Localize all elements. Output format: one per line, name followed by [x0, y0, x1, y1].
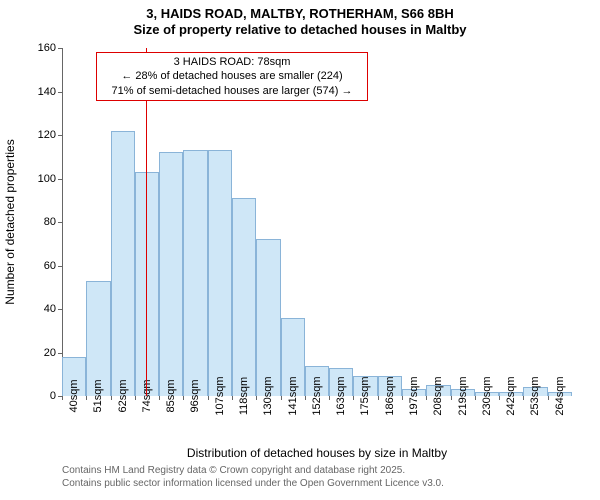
- x-tick-label: 96sqm: [183, 379, 201, 412]
- x-tick-label: 219sqm: [451, 376, 469, 415]
- histogram-bar: [159, 152, 183, 396]
- attribution-line-2: Contains public sector information licen…: [62, 477, 444, 490]
- x-tick-label: 141sqm: [281, 376, 299, 415]
- x-tick-label: 186sqm: [378, 376, 396, 415]
- callout-line-3: 71% of semi-detached houses are larger (…: [102, 84, 362, 98]
- x-tick-label: 51sqm: [86, 379, 104, 412]
- x-tick-label: 253sqm: [523, 376, 541, 415]
- x-tick-label: 152sqm: [305, 376, 323, 415]
- y-axis-label: Number of detached properties: [3, 139, 17, 304]
- attribution: Contains HM Land Registry data © Crown c…: [62, 464, 444, 490]
- attribution-line-1: Contains HM Land Registry data © Crown c…: [62, 464, 444, 477]
- x-tick-label: 242sqm: [499, 376, 517, 415]
- histogram-bar: [232, 198, 256, 396]
- x-tick-label: 197sqm: [402, 376, 420, 415]
- chart-container: 3, HAIDS ROAD, MALTBY, ROTHERHAM, S66 8B…: [0, 0, 600, 500]
- x-tick-label: 130sqm: [256, 376, 274, 415]
- histogram-bar: [183, 150, 207, 396]
- histogram-bar: [111, 131, 135, 396]
- histogram-bar: [135, 172, 159, 396]
- x-axis-label: Distribution of detached houses by size …: [187, 446, 447, 460]
- title-main: 3, HAIDS ROAD, MALTBY, ROTHERHAM, S66 8B…: [0, 0, 600, 21]
- x-tick-label: 118sqm: [232, 377, 250, 415]
- x-tick-label: 163sqm: [329, 376, 347, 415]
- x-tick-label: 208sqm: [426, 376, 444, 415]
- histogram-bar: [256, 239, 280, 396]
- x-tick-label: 74sqm: [135, 379, 153, 412]
- callout-box: 3 HAIDS ROAD: 78sqm ← 28% of detached ho…: [96, 52, 368, 101]
- histogram-bar: [208, 150, 232, 396]
- title-sub: Size of property relative to detached ho…: [0, 21, 600, 37]
- x-tick-label: 264sqm: [548, 376, 566, 415]
- callout-line-2: ← 28% of detached houses are smaller (22…: [102, 69, 362, 83]
- x-tick-label: 107sqm: [208, 376, 226, 415]
- x-tick-label: 85sqm: [159, 379, 177, 412]
- callout-line-1: 3 HAIDS ROAD: 78sqm: [102, 55, 362, 69]
- x-tick-label: 230sqm: [475, 376, 493, 415]
- x-tick-label: 175sqm: [353, 376, 371, 415]
- x-tick-label: 62sqm: [111, 379, 129, 412]
- x-tick-label: 40sqm: [62, 379, 80, 412]
